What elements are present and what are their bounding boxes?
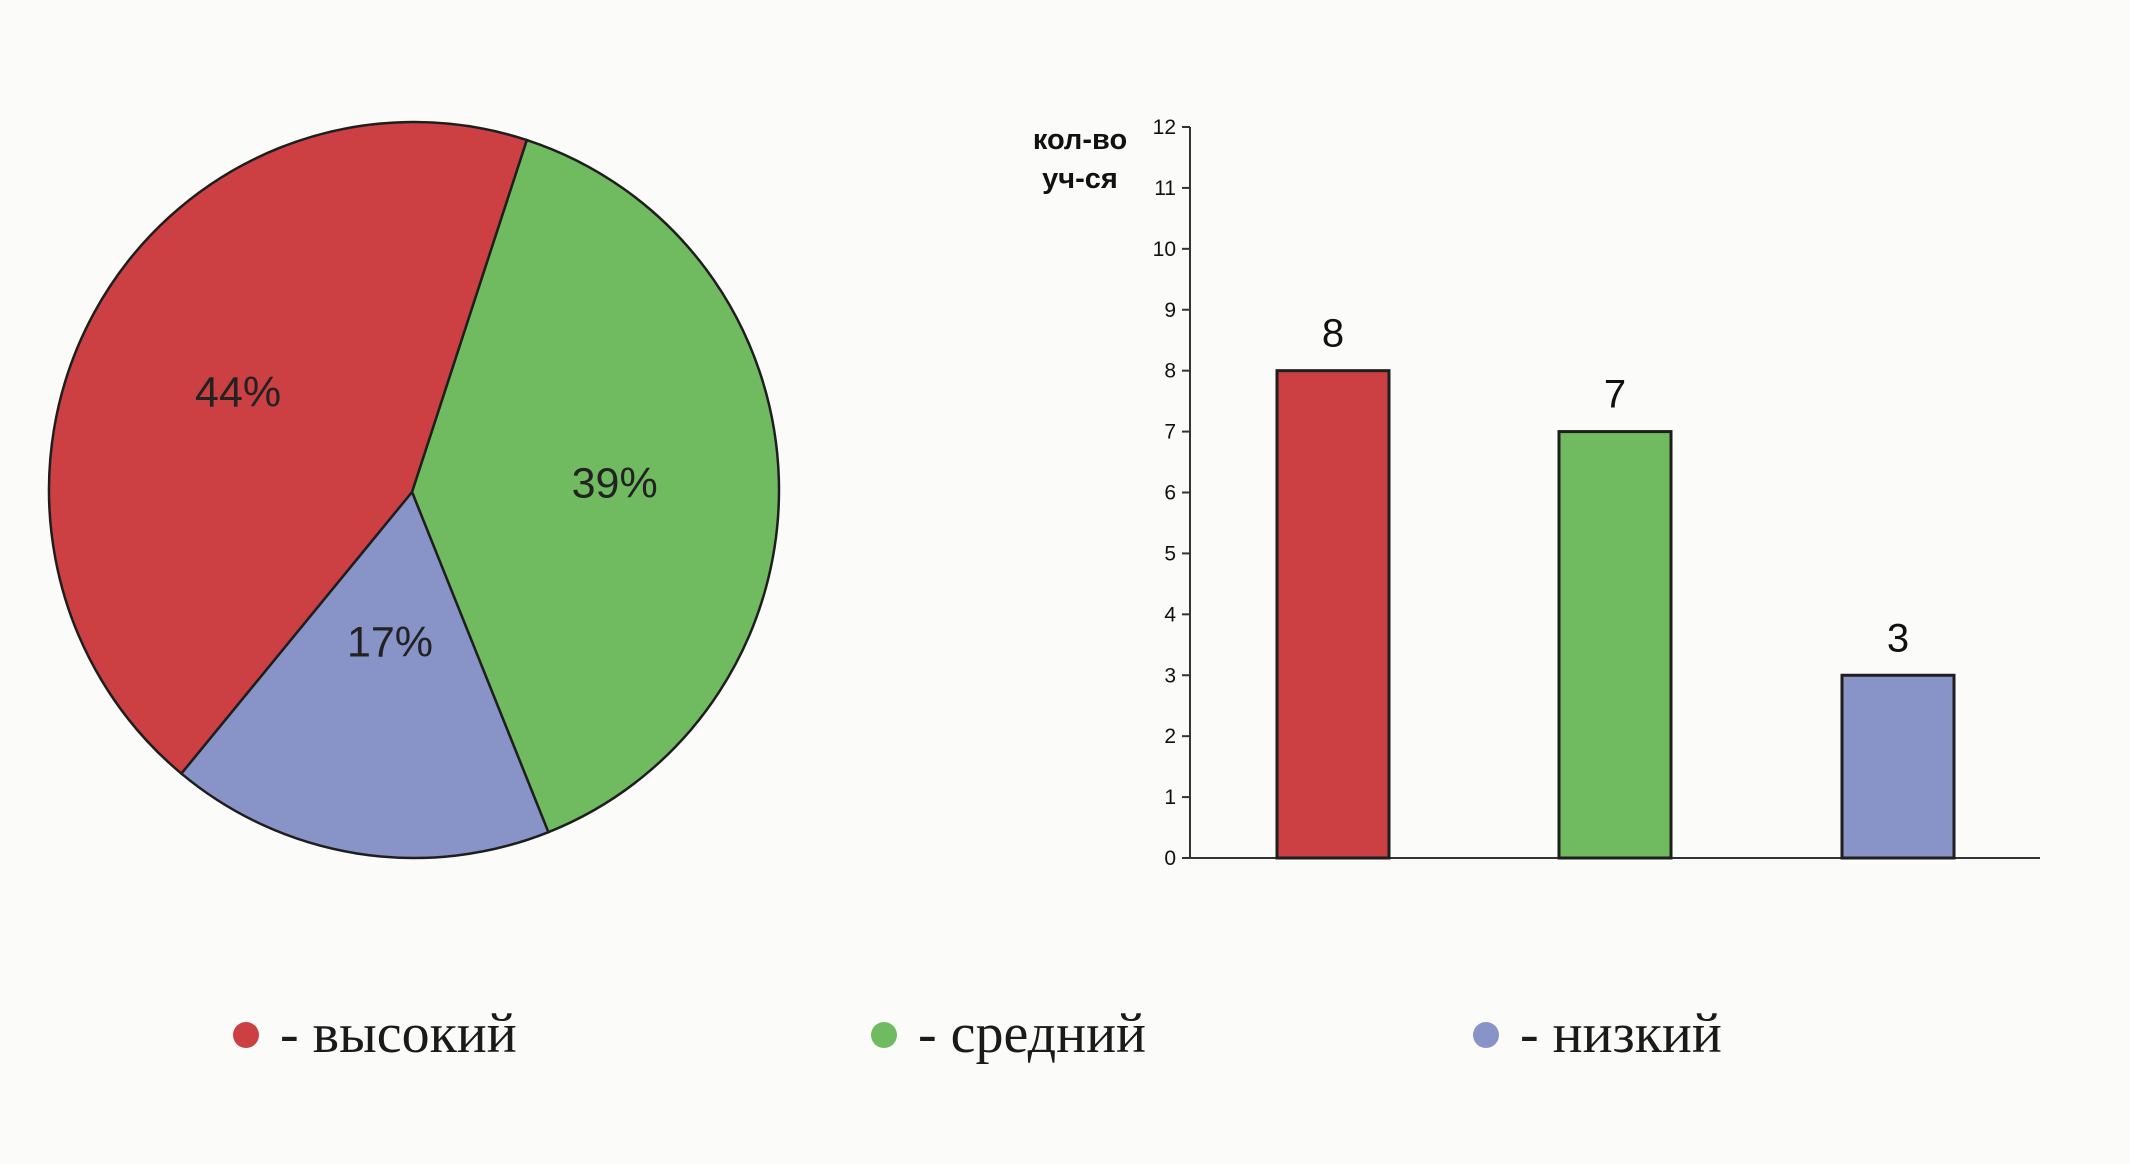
y-tick-label: 5 — [1164, 542, 1176, 565]
legend-label-low: - низкий — [1520, 1003, 1722, 1065]
y-axis-label-line-1: кол-во — [1033, 124, 1127, 156]
legend: - высокий - средний - низкий — [233, 1003, 1722, 1065]
y-tick-label: 11 — [1154, 177, 1176, 200]
legend-marker-medium — [871, 1022, 897, 1048]
bar-medium — [1557, 430, 1673, 860]
y-tick-label: 1 — [1164, 786, 1176, 809]
legend-marker-low — [1473, 1022, 1499, 1048]
legend-label-high: - высокий — [280, 1003, 517, 1065]
pie-slice-high — [47, 120, 529, 776]
pie-chart: 39% 17% 44% — [47, 120, 781, 860]
bar-data-label: 7 — [1604, 373, 1626, 417]
y-tick-label: 8 — [1164, 360, 1176, 383]
legend-marker-high — [233, 1022, 259, 1048]
bar-data-label: 3 — [1887, 616, 1909, 660]
pie-label-low: 17% — [347, 619, 433, 667]
bar-low — [1840, 673, 1956, 860]
y-tick-label: 3 — [1164, 664, 1176, 687]
pie-label-medium: 39% — [572, 460, 658, 508]
pie-label-high: 44% — [195, 368, 281, 416]
pie-slice-low — [179, 489, 550, 860]
y-tick-label: 4 — [1164, 603, 1176, 626]
y-tick-label: 10 — [1153, 238, 1176, 261]
legend-label-medium: - средний — [918, 1003, 1146, 1065]
bar-high — [1275, 369, 1391, 860]
y-tick-label: 9 — [1164, 299, 1176, 322]
y-tick-label: 7 — [1164, 421, 1176, 444]
y-tick-label: 0 — [1164, 847, 1176, 870]
y-tick-label: 2 — [1164, 725, 1176, 748]
bar-data-label: 8 — [1322, 312, 1344, 356]
y-axis-label-line-2: уч-ся — [1042, 163, 1118, 195]
pie-slice-medium — [410, 138, 781, 834]
y-tick-label: 12 — [1153, 116, 1176, 139]
y-tick-label: 6 — [1164, 482, 1176, 505]
